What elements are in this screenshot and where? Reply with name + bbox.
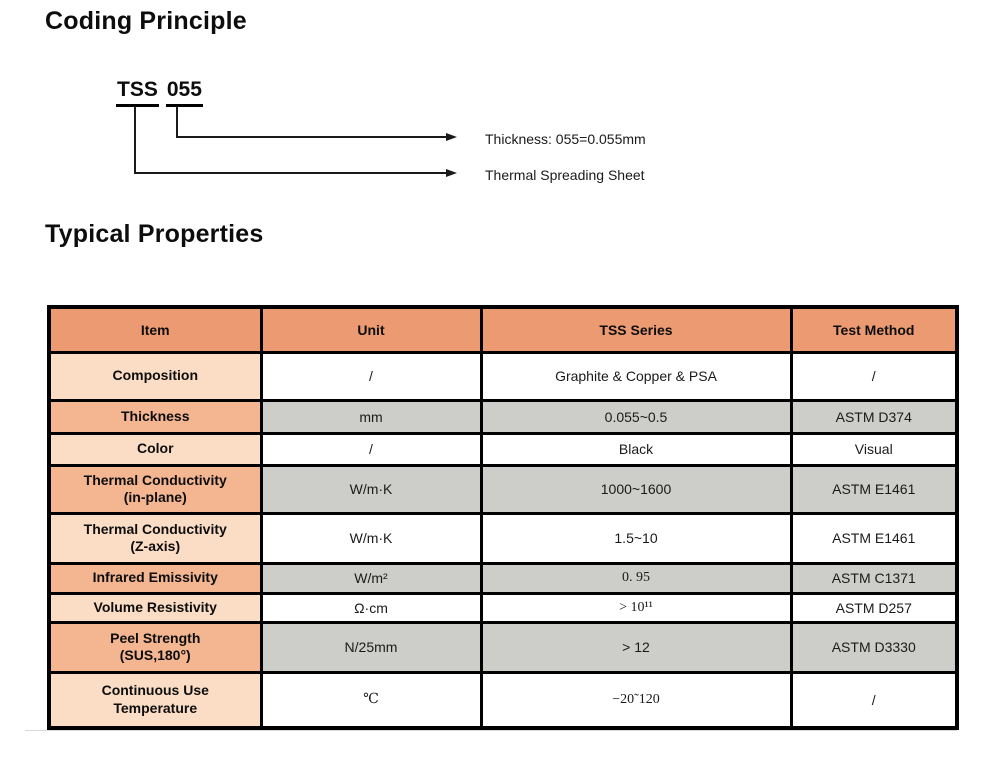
cell-unit: N/25mm — [259, 620, 483, 674]
table-row-thickness: Thickness mm 0.055~0.5 ASTM D374 — [47, 398, 959, 435]
col-header-item: Item — [47, 305, 263, 354]
table-row-thermal-conductivity-in-plane: Thermal Conductivity (in-plane) W/m·K 10… — [47, 463, 959, 515]
cell-unit: ℃ — [259, 670, 483, 730]
cell-unit: W/m·K — [259, 463, 483, 515]
cell-item: Volume Resistivity — [47, 591, 263, 624]
cell-unit: mm — [259, 398, 483, 435]
cell-method: ASTM E1461 — [789, 511, 959, 565]
cell-method: ASTM D374 — [789, 398, 959, 435]
callout-line-vertical-tss — [134, 106, 136, 174]
cell-unit: / — [259, 350, 483, 402]
callout-line-vertical-055 — [176, 106, 178, 138]
callout-label-spreading-sheet: Thermal Spreading Sheet — [485, 167, 645, 183]
callout-line-horizontal-sheet — [134, 172, 447, 174]
code-prefix: TSS — [116, 78, 159, 107]
cell-value: 0. 95 — [479, 561, 793, 595]
product-code: TSS 055 — [116, 78, 203, 107]
cell-method: / — [789, 670, 959, 730]
table-header-row: Item Unit TSS Series Test Method — [47, 305, 959, 354]
cell-method: Visual — [789, 431, 959, 467]
cell-method: ASTM E1461 — [789, 463, 959, 515]
table-row-volume-resistivity: Volume Resistivity Ω·cm > 10¹¹ ASTM D257 — [47, 591, 959, 624]
table-row-infrared-emissivity: Infrared Emissivity W/m² 0. 95 ASTM C137… — [47, 561, 959, 595]
callout-line-horizontal-thickness — [176, 136, 447, 138]
cell-item: Peel Strength (SUS,180°) — [47, 620, 263, 674]
cell-item: Thermal Conductivity (Z-axis) — [47, 511, 263, 565]
table-row-peel-strength: Peel Strength (SUS,180°) N/25mm > 12 AST… — [47, 620, 959, 674]
cell-value: 0.055~0.5 — [479, 398, 793, 435]
arrow-right-icon — [446, 133, 457, 141]
code-suffix: 055 — [165, 78, 203, 107]
cell-unit: W/m² — [259, 561, 483, 595]
properties-table: Item Unit TSS Series Test Method Composi… — [47, 305, 959, 730]
cell-item: Thickness — [47, 398, 263, 435]
col-header-test-method: Test Method — [789, 305, 959, 354]
cell-unit: / — [259, 431, 483, 467]
cell-item: Continuous Use Temperature — [47, 670, 263, 730]
cell-item: Color — [47, 431, 263, 467]
table-row-composition: Composition / Graphite & Copper & PSA / — [47, 350, 959, 402]
col-header-unit: Unit — [259, 305, 483, 354]
callout-label-thickness: Thickness: 055=0.055mm — [485, 131, 646, 147]
typical-properties-heading: Typical Properties — [45, 220, 264, 248]
table-row-color: Color / Black Visual — [47, 431, 959, 467]
cell-value: 1.5~10 — [479, 511, 793, 565]
table-row-continuous-use-temperature: Continuous Use Temperature ℃ −20˜120 / — [47, 670, 959, 730]
cell-value: −20˜120 — [479, 670, 793, 730]
cell-method: ASTM C1371 — [789, 561, 959, 595]
cell-item: Thermal Conductivity (in-plane) — [47, 463, 263, 515]
cell-item: Composition — [47, 350, 263, 402]
page-divider — [25, 730, 957, 731]
coding-principle-heading: Coding Principle — [45, 7, 247, 35]
cell-method: ASTM D3330 — [789, 620, 959, 674]
col-header-tss-series: TSS Series — [479, 305, 793, 354]
table-row-thermal-conductivity-z-axis: Thermal Conductivity (Z-axis) W/m·K 1.5~… — [47, 511, 959, 565]
cell-value: Black — [479, 431, 793, 467]
cell-value: Graphite & Copper & PSA — [479, 350, 793, 402]
cell-value: 1000~1600 — [479, 463, 793, 515]
cell-unit: W/m·K — [259, 511, 483, 565]
cell-value: > 10¹¹ — [479, 591, 793, 624]
cell-unit: Ω·cm — [259, 591, 483, 624]
cell-method: / — [789, 350, 959, 402]
arrow-right-icon — [446, 169, 457, 177]
cell-item: Infrared Emissivity — [47, 561, 263, 595]
cell-method: ASTM D257 — [789, 591, 959, 624]
cell-value: > 12 — [479, 620, 793, 674]
